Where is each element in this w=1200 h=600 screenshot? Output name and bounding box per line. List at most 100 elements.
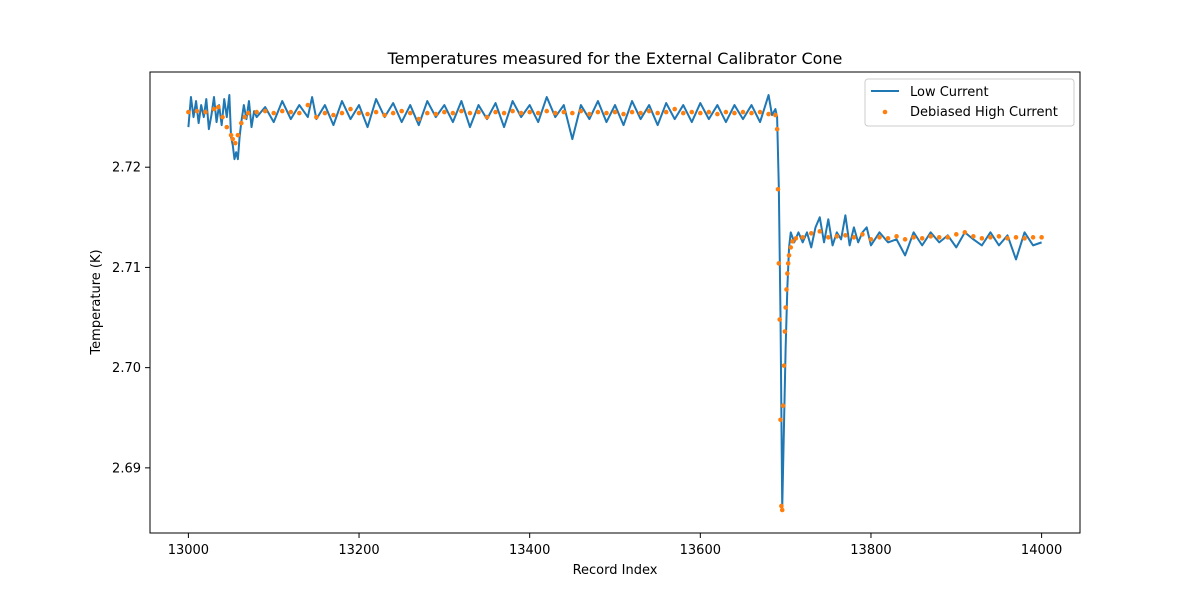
data-point-debiased-high-current	[785, 261, 791, 266]
data-point-debiased-high-current	[680, 110, 686, 116]
data-point-debiased-high-current	[800, 235, 806, 240]
data-point-debiased-high-current	[723, 109, 729, 115]
data-point-debiased-high-current	[604, 110, 609, 116]
y-tick-label: 2.71	[112, 261, 141, 276]
data-point-debiased-high-current	[235, 132, 241, 138]
data-point-debiased-high-current	[757, 109, 763, 115]
data-point-debiased-high-current	[228, 132, 234, 138]
data-point-debiased-high-current	[868, 237, 874, 242]
chart-title: Temperatures measured for the External C…	[387, 49, 843, 68]
data-point-debiased-high-current	[689, 109, 695, 115]
data-point-debiased-high-current	[578, 108, 584, 114]
data-point-debiased-high-current	[211, 106, 217, 112]
data-point-debiased-high-current	[902, 237, 908, 242]
data-point-debiased-high-current	[749, 110, 754, 116]
data-point-debiased-high-current	[245, 110, 251, 116]
x-tick-label: 13400	[509, 543, 550, 558]
data-point-debiased-high-current	[215, 104, 221, 110]
data-point-debiased-high-current	[527, 109, 532, 115]
data-point-debiased-high-current	[826, 235, 831, 240]
data-point-debiased-high-current	[1039, 235, 1044, 240]
data-point-debiased-high-current	[450, 110, 456, 116]
data-point-debiased-high-current	[297, 110, 302, 116]
data-point-debiased-high-current	[851, 235, 857, 240]
series-line-low-current	[187, 94, 1042, 509]
data-point-debiased-high-current	[778, 417, 783, 423]
data-point-debiased-high-current	[936, 235, 942, 240]
data-point-debiased-high-current	[783, 305, 788, 310]
data-point-debiased-high-current	[305, 102, 311, 108]
data-point-debiased-high-current	[587, 111, 592, 117]
data-point-debiased-high-current	[775, 186, 781, 192]
data-point-debiased-high-current	[484, 114, 490, 120]
data-point-debiased-high-current	[790, 239, 795, 244]
data-point-debiased-high-current	[238, 120, 244, 126]
data-point-debiased-high-current	[788, 245, 794, 250]
data-point-debiased-high-current	[416, 116, 422, 122]
data-point-debiased-high-current	[843, 233, 848, 238]
data-point-debiased-high-current	[638, 110, 643, 116]
data-point-debiased-high-current	[877, 235, 882, 240]
data-point-debiased-high-current	[407, 110, 413, 116]
data-point-debiased-high-current	[776, 261, 782, 266]
data-point-debiased-high-current	[786, 253, 792, 258]
x-axis-label: Record Index	[573, 563, 658, 578]
data-point-debiased-high-current	[774, 126, 780, 132]
legend-marker-swatch	[882, 109, 888, 115]
data-point-debiased-high-current	[698, 110, 703, 116]
data-point-debiased-high-current	[220, 114, 225, 120]
data-point-debiased-high-current	[646, 108, 652, 114]
data-point-debiased-high-current	[971, 234, 976, 239]
data-point-debiased-high-current	[962, 230, 968, 235]
data-point-debiased-high-current	[945, 235, 951, 240]
data-point-debiased-high-current	[629, 109, 635, 115]
data-point-debiased-high-current	[424, 110, 430, 116]
x-tick-label: 13000	[168, 543, 209, 558]
data-point-debiased-high-current	[254, 109, 259, 115]
data-point-debiased-high-current	[782, 329, 788, 334]
data-point-debiased-high-current	[777, 317, 782, 322]
data-point-debiased-high-current	[262, 108, 268, 114]
data-point-debiased-high-current	[740, 109, 746, 115]
data-point-debiased-high-current	[655, 110, 660, 116]
data-point-debiased-high-current	[390, 110, 396, 116]
data-point-debiased-high-current	[271, 110, 277, 116]
data-point-debiased-high-current	[373, 109, 379, 115]
data-point-debiased-high-current	[242, 114, 248, 120]
data-point-debiased-high-current	[784, 287, 789, 292]
data-point-debiased-high-current	[233, 140, 238, 146]
plot-area: 13000 13200 13400 13600 13800 14000 2.69 2.70 2.…	[112, 71, 1081, 558]
data-point-debiased-high-current	[399, 108, 405, 114]
data-point-debiased-high-current	[612, 109, 618, 115]
data-point-debiased-high-current	[715, 111, 720, 117]
data-point-debiased-high-current	[186, 109, 191, 115]
data-point-debiased-high-current	[570, 110, 575, 116]
data-point-debiased-high-current	[894, 234, 899, 239]
data-point-debiased-high-current	[279, 108, 285, 114]
data-point-debiased-high-current	[911, 235, 916, 240]
data-point-debiased-high-current	[459, 108, 464, 114]
data-point-debiased-high-current	[919, 236, 925, 241]
data-point-debiased-high-current	[510, 108, 515, 114]
data-point-debiased-high-current	[194, 108, 200, 114]
data-point-debiased-high-current	[339, 110, 345, 116]
x-tick-label: 13600	[680, 543, 721, 558]
data-point-debiased-high-current	[501, 110, 507, 116]
data-point-debiased-high-current	[288, 109, 294, 115]
data-point-debiased-high-current	[348, 106, 353, 112]
data-point-debiased-high-current	[518, 110, 524, 116]
data-point-debiased-high-current	[621, 111, 626, 117]
y-tick-label: 2.69	[112, 461, 141, 476]
data-point-debiased-high-current	[817, 229, 823, 234]
data-point-debiased-high-current	[663, 109, 669, 115]
data-point-debiased-high-current	[544, 108, 550, 114]
data-point-debiased-high-current	[953, 232, 959, 237]
data-point-debiased-high-current	[1005, 236, 1010, 241]
data-point-debiased-high-current	[493, 109, 498, 115]
data-point-debiased-high-current	[314, 114, 319, 120]
data-point-debiased-high-current	[928, 234, 933, 239]
data-point-debiased-high-current	[885, 236, 891, 241]
data-point-debiased-high-current	[433, 111, 439, 117]
data-point-debiased-high-current	[860, 232, 865, 237]
